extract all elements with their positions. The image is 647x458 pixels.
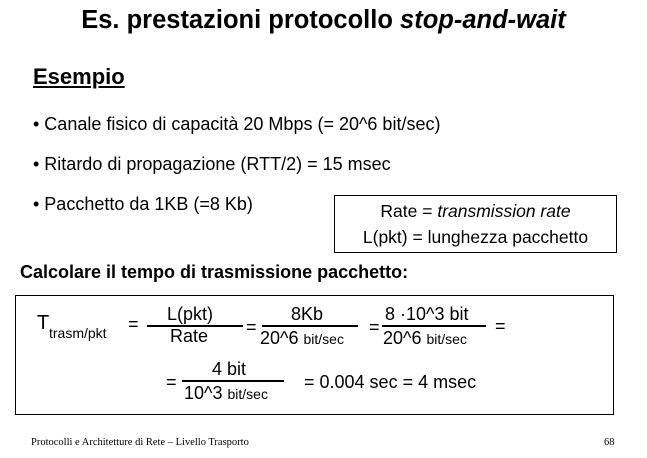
title-prefix: Es. prestazioni protocollo	[81, 6, 401, 34]
frac2-den-unit: bit/sec	[303, 331, 344, 347]
title-italic: stop-and-wait	[400, 6, 566, 34]
equals-sign: =	[369, 317, 380, 337]
frac3-den-unit: bit/sec	[426, 331, 467, 347]
frac3-den-main: 20^6	[383, 328, 427, 348]
formula-result: = 0.004 sec = 4 msec	[304, 372, 477, 392]
definition-rate-italic: transmission rate	[437, 201, 571, 221]
frac2-den-main: 20^6	[260, 328, 304, 348]
equals-sign: =	[166, 372, 177, 392]
definition-lpkt: L(pkt) = lunghezza pacchetto	[362, 227, 589, 247]
bullet-item: • Canale fisico di capacità 20 Mbps (= 2…	[33, 114, 441, 134]
formula-box	[15, 295, 614, 415]
definitions-box: Rate = transmission rate L(pkt) = lunghe…	[334, 195, 617, 253]
t-symbol: T	[37, 312, 50, 334]
frac4-denominator: 10^3 bit/sec	[184, 383, 268, 404]
section-heading: Esempio	[33, 64, 125, 89]
definition-rate: Rate = transmission rate	[335, 198, 616, 224]
fraction-bar	[262, 325, 358, 327]
bullet-item: • Ritardo di propagazione (RTT/2) = 15 m…	[33, 154, 391, 174]
frac2-denominator: 20^6 bit/sec	[260, 328, 344, 349]
frac4-numerator: 4 bit	[212, 359, 247, 379]
calc-heading: Calcolare il tempo di trasmissione pacch…	[20, 262, 409, 282]
frac3-numerator: 8 ·10^3 bit	[385, 304, 469, 324]
frac1-numerator: L(pkt)	[167, 304, 214, 324]
t-subscript: trasm/pkt	[49, 325, 107, 341]
fraction-bar	[147, 325, 243, 327]
footer-course: Protocolli e Architetture di Rete – Live…	[31, 437, 249, 448]
equals-sign: =	[128, 314, 139, 334]
frac3-denominator: 20^6 bit/sec	[383, 328, 467, 349]
slide-title: Es. prestazioni protocollo stop-and-wait	[0, 6, 647, 35]
definition-rate-prefix: Rate =	[380, 201, 438, 221]
frac1-denominator: Rate	[170, 326, 209, 346]
bullet-item: • Pacchetto da 1KB (=8 Kb)	[33, 194, 253, 214]
page-number: 68	[604, 437, 615, 448]
frac4-den-unit: bit/sec	[227, 386, 268, 402]
frac2-numerator: 8Kb	[291, 304, 324, 324]
equals-sign: =	[246, 317, 257, 337]
fraction-bar	[382, 325, 486, 327]
equals-sign: =	[495, 316, 506, 336]
frac4-den-main: 10^3	[184, 383, 228, 403]
fraction-bar	[182, 380, 284, 382]
